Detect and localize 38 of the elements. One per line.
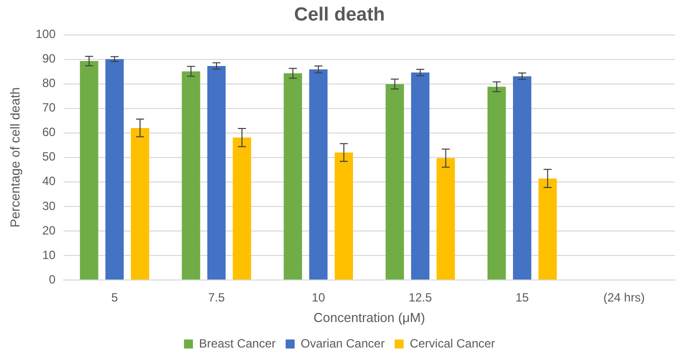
bar	[207, 66, 226, 280]
y-tick-label: 60	[42, 125, 56, 140]
y-tick-label: 20	[42, 223, 56, 238]
y-tick-label: 80	[42, 76, 56, 90]
legend-label: Breast Cancer	[198, 336, 276, 350]
bar	[411, 72, 430, 280]
bar	[488, 86, 506, 280]
x-tick-label: 12.5	[408, 290, 432, 305]
y-tick-label: 30	[42, 198, 56, 213]
bar	[182, 71, 200, 280]
bar	[130, 128, 150, 280]
bar	[538, 178, 557, 280]
bar	[436, 158, 455, 280]
bar	[284, 73, 302, 280]
y-tick-label: 10	[42, 248, 56, 262]
bar	[512, 76, 532, 280]
y-tick-label: 70	[42, 100, 56, 115]
bar	[386, 84, 404, 280]
bar	[309, 69, 328, 280]
legend-label: Cervical Cancer	[410, 336, 496, 350]
y-tick-label: 40	[42, 174, 56, 188]
x-tick-label: 5	[111, 290, 118, 305]
x-tick-label: 7.5	[208, 290, 226, 305]
bar	[334, 152, 354, 280]
chart-title: Cell death	[294, 4, 385, 26]
y-tick-label: 90	[42, 52, 56, 66]
x-tick-label: (24 hrs)	[603, 290, 645, 305]
y-tick-label: 100	[36, 27, 56, 42]
legend-label: Ovarian Cancer	[300, 336, 385, 350]
bar	[105, 59, 124, 280]
bar	[232, 138, 252, 280]
x-axis-title: Concentration (μM)	[314, 310, 426, 325]
y-tick-label: 50	[42, 150, 56, 164]
x-tick-label: 10	[312, 290, 326, 305]
x-tick-label: 15	[515, 290, 530, 305]
bar	[80, 61, 98, 280]
y-tick-label: 0	[48, 272, 56, 286]
y-axis-title: Percentage of cell death	[7, 87, 22, 228]
